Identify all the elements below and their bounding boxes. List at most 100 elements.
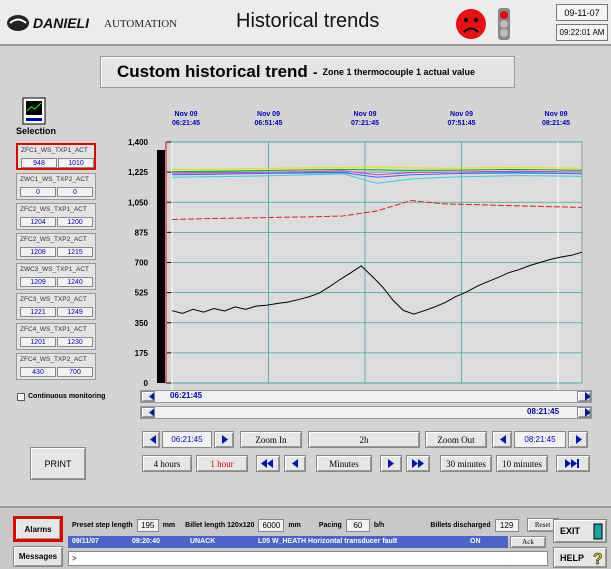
- range-4h[interactable]: 4 hours: [142, 455, 192, 472]
- arrow-bar: [577, 459, 579, 468]
- alarm-row[interactable]: 09/11/07 09:20:40 UNACK L05 W_HEATH Hori…: [68, 536, 508, 548]
- zoom-out[interactable]: Zoom Out: [425, 431, 487, 448]
- tag-max: 0: [57, 187, 93, 197]
- arrow: [149, 408, 154, 417]
- step-forward[interactable]: [380, 455, 402, 472]
- arrow-icon: [150, 435, 156, 444]
- tag-item[interactable]: ZWC1_WS_TXP2_ACT 0 0: [16, 173, 96, 200]
- help-button[interactable]: HELP ?: [553, 547, 607, 568]
- selection-icon: [22, 97, 46, 125]
- prompt: >: [72, 554, 77, 563]
- tag-max: 1010: [58, 158, 94, 168]
- start-back[interactable]: [142, 431, 160, 448]
- page-title: Historical trends: [236, 10, 380, 32]
- print-button[interactable]: PRINT: [30, 447, 86, 480]
- tag-item[interactable]: ZFC2_WS_TXP2_ACT 1208 1215: [16, 233, 96, 260]
- arrow: [500, 435, 506, 444]
- alarm-state: UNACK: [190, 538, 216, 545]
- arrow: [150, 435, 156, 444]
- series-line: [171, 251, 583, 315]
- arrow-icon: [222, 435, 228, 444]
- scrollbar-end[interactable]: [140, 406, 592, 419]
- alarm-date: 09/11/07: [72, 538, 99, 545]
- arrow-icon: [261, 459, 273, 468]
- tag-max: 700: [57, 367, 93, 377]
- range-10m[interactable]: 10 minutes: [496, 455, 548, 472]
- production-row: Preset step length 195 mm Billet length …: [72, 518, 559, 532]
- tag-item[interactable]: ZFC2_WS_TXP1_ACT 1204 1200: [16, 203, 96, 230]
- step-unit[interactable]: Minutes: [316, 455, 372, 472]
- zoom-in[interactable]: Zoom In: [240, 431, 302, 448]
- chart: 0 175 350 525 700 875 1,050 1,225 1,400 Nov 09 06:…: [128, 111, 583, 400]
- tag-name: ZFC2_WS_TXP1_ACT: [20, 206, 87, 213]
- pacing-unit: b/h: [373, 521, 385, 529]
- x-tick-time: 08:21:45: [542, 120, 570, 127]
- series-line: [171, 172, 583, 178]
- alarm-status: ON: [470, 538, 481, 545]
- arrow: [292, 459, 298, 468]
- messages-button[interactable]: Messages: [13, 546, 63, 567]
- y-tick-label: 875: [135, 228, 149, 237]
- y-tick-label: 525: [135, 289, 149, 298]
- arrow-icon: [500, 435, 506, 444]
- scroll-start-label: 06:21:45: [170, 391, 203, 400]
- scroll-right[interactable]: [577, 407, 591, 418]
- y-tick-label: 175: [135, 349, 149, 358]
- exit-label: EXIT: [560, 526, 581, 536]
- svg-text:?: ?: [593, 551, 603, 566]
- subtitle-separator: -: [312, 64, 318, 80]
- arrow: [418, 459, 424, 468]
- series-line: [171, 170, 583, 176]
- tag-item[interactable]: ZFC1_WS_TXP1_ACT 948 1010: [16, 143, 96, 170]
- arrow: [585, 392, 590, 401]
- arrow: [585, 408, 590, 417]
- checkbox[interactable]: [17, 393, 25, 401]
- fast-forward[interactable]: [406, 455, 430, 472]
- to-end[interactable]: [556, 455, 590, 472]
- range-30m[interactable]: 30 minutes: [440, 455, 492, 472]
- tag-item[interactable]: ZFC4_WS_TXP1_ACT 1201 1230: [16, 323, 96, 350]
- series-line: [171, 168, 583, 173]
- scroll-end-label: 08:21:45: [527, 407, 560, 416]
- exit-button[interactable]: EXIT: [553, 519, 607, 543]
- start-forward[interactable]: [214, 431, 234, 448]
- logo-icon: [7, 15, 29, 31]
- ack-button[interactable]: Ack: [510, 536, 546, 548]
- tag-item[interactable]: ZFC4_WS_TXP2_ACT 430 700: [16, 353, 96, 380]
- scrollbar-start[interactable]: [140, 390, 592, 403]
- help-icon: ?: [593, 551, 603, 566]
- range-1h[interactable]: 1 hour: [196, 455, 248, 472]
- alarm-time: 09:20:40: [132, 538, 161, 545]
- selection-label: Selection: [16, 126, 57, 136]
- billet-label: Billet length 120x120: [185, 521, 255, 529]
- tag-name: ZFC4_WS_TXP1_ACT: [20, 326, 87, 333]
- subtitle-detail: Zone 1 thermocouple 1 actual value: [322, 67, 476, 77]
- tag-item[interactable]: ZWC3_WS_TXP1_ACT 1209 1240: [16, 263, 96, 290]
- arrow-icon: [565, 459, 579, 468]
- tag-max: 1249: [57, 307, 93, 317]
- fast-back[interactable]: [256, 455, 280, 472]
- alarm-text: L05 W_HEATH Horizontal transducer fault: [258, 538, 398, 545]
- arrow: [149, 392, 154, 401]
- tag-item[interactable]: ZFC3_WS_TXP2_ACT 1221 1249: [16, 293, 96, 320]
- x-tick-time: 07:51:45: [447, 120, 475, 127]
- step-back[interactable]: [284, 455, 306, 472]
- help-label: HELP: [560, 552, 585, 563]
- tag-name: ZWC1_WS_TXP2_ACT: [20, 176, 89, 183]
- end-back[interactable]: [492, 431, 512, 448]
- scroll-right[interactable]: [577, 391, 591, 402]
- alarms-button[interactable]: Alarms: [13, 516, 63, 542]
- message-input[interactable]: >: [68, 551, 548, 566]
- end-field[interactable]: 08:21:45: [514, 431, 566, 448]
- scroll-left[interactable]: [141, 407, 155, 418]
- end-forward[interactable]: [568, 431, 588, 448]
- tag-max: 1230: [57, 337, 93, 347]
- discharged-label: Billets discharged: [430, 521, 491, 529]
- arrow-icon: [388, 459, 394, 468]
- x-tick-date: Nov 09: [450, 111, 473, 118]
- brand: DANIELI: [33, 15, 89, 31]
- scroll-left[interactable]: [141, 391, 155, 402]
- tag-min: 1209: [20, 277, 56, 287]
- tag-name: ZFC2_WS_TXP2_ACT: [20, 236, 87, 243]
- start-field[interactable]: 06:21:45: [162, 431, 212, 448]
